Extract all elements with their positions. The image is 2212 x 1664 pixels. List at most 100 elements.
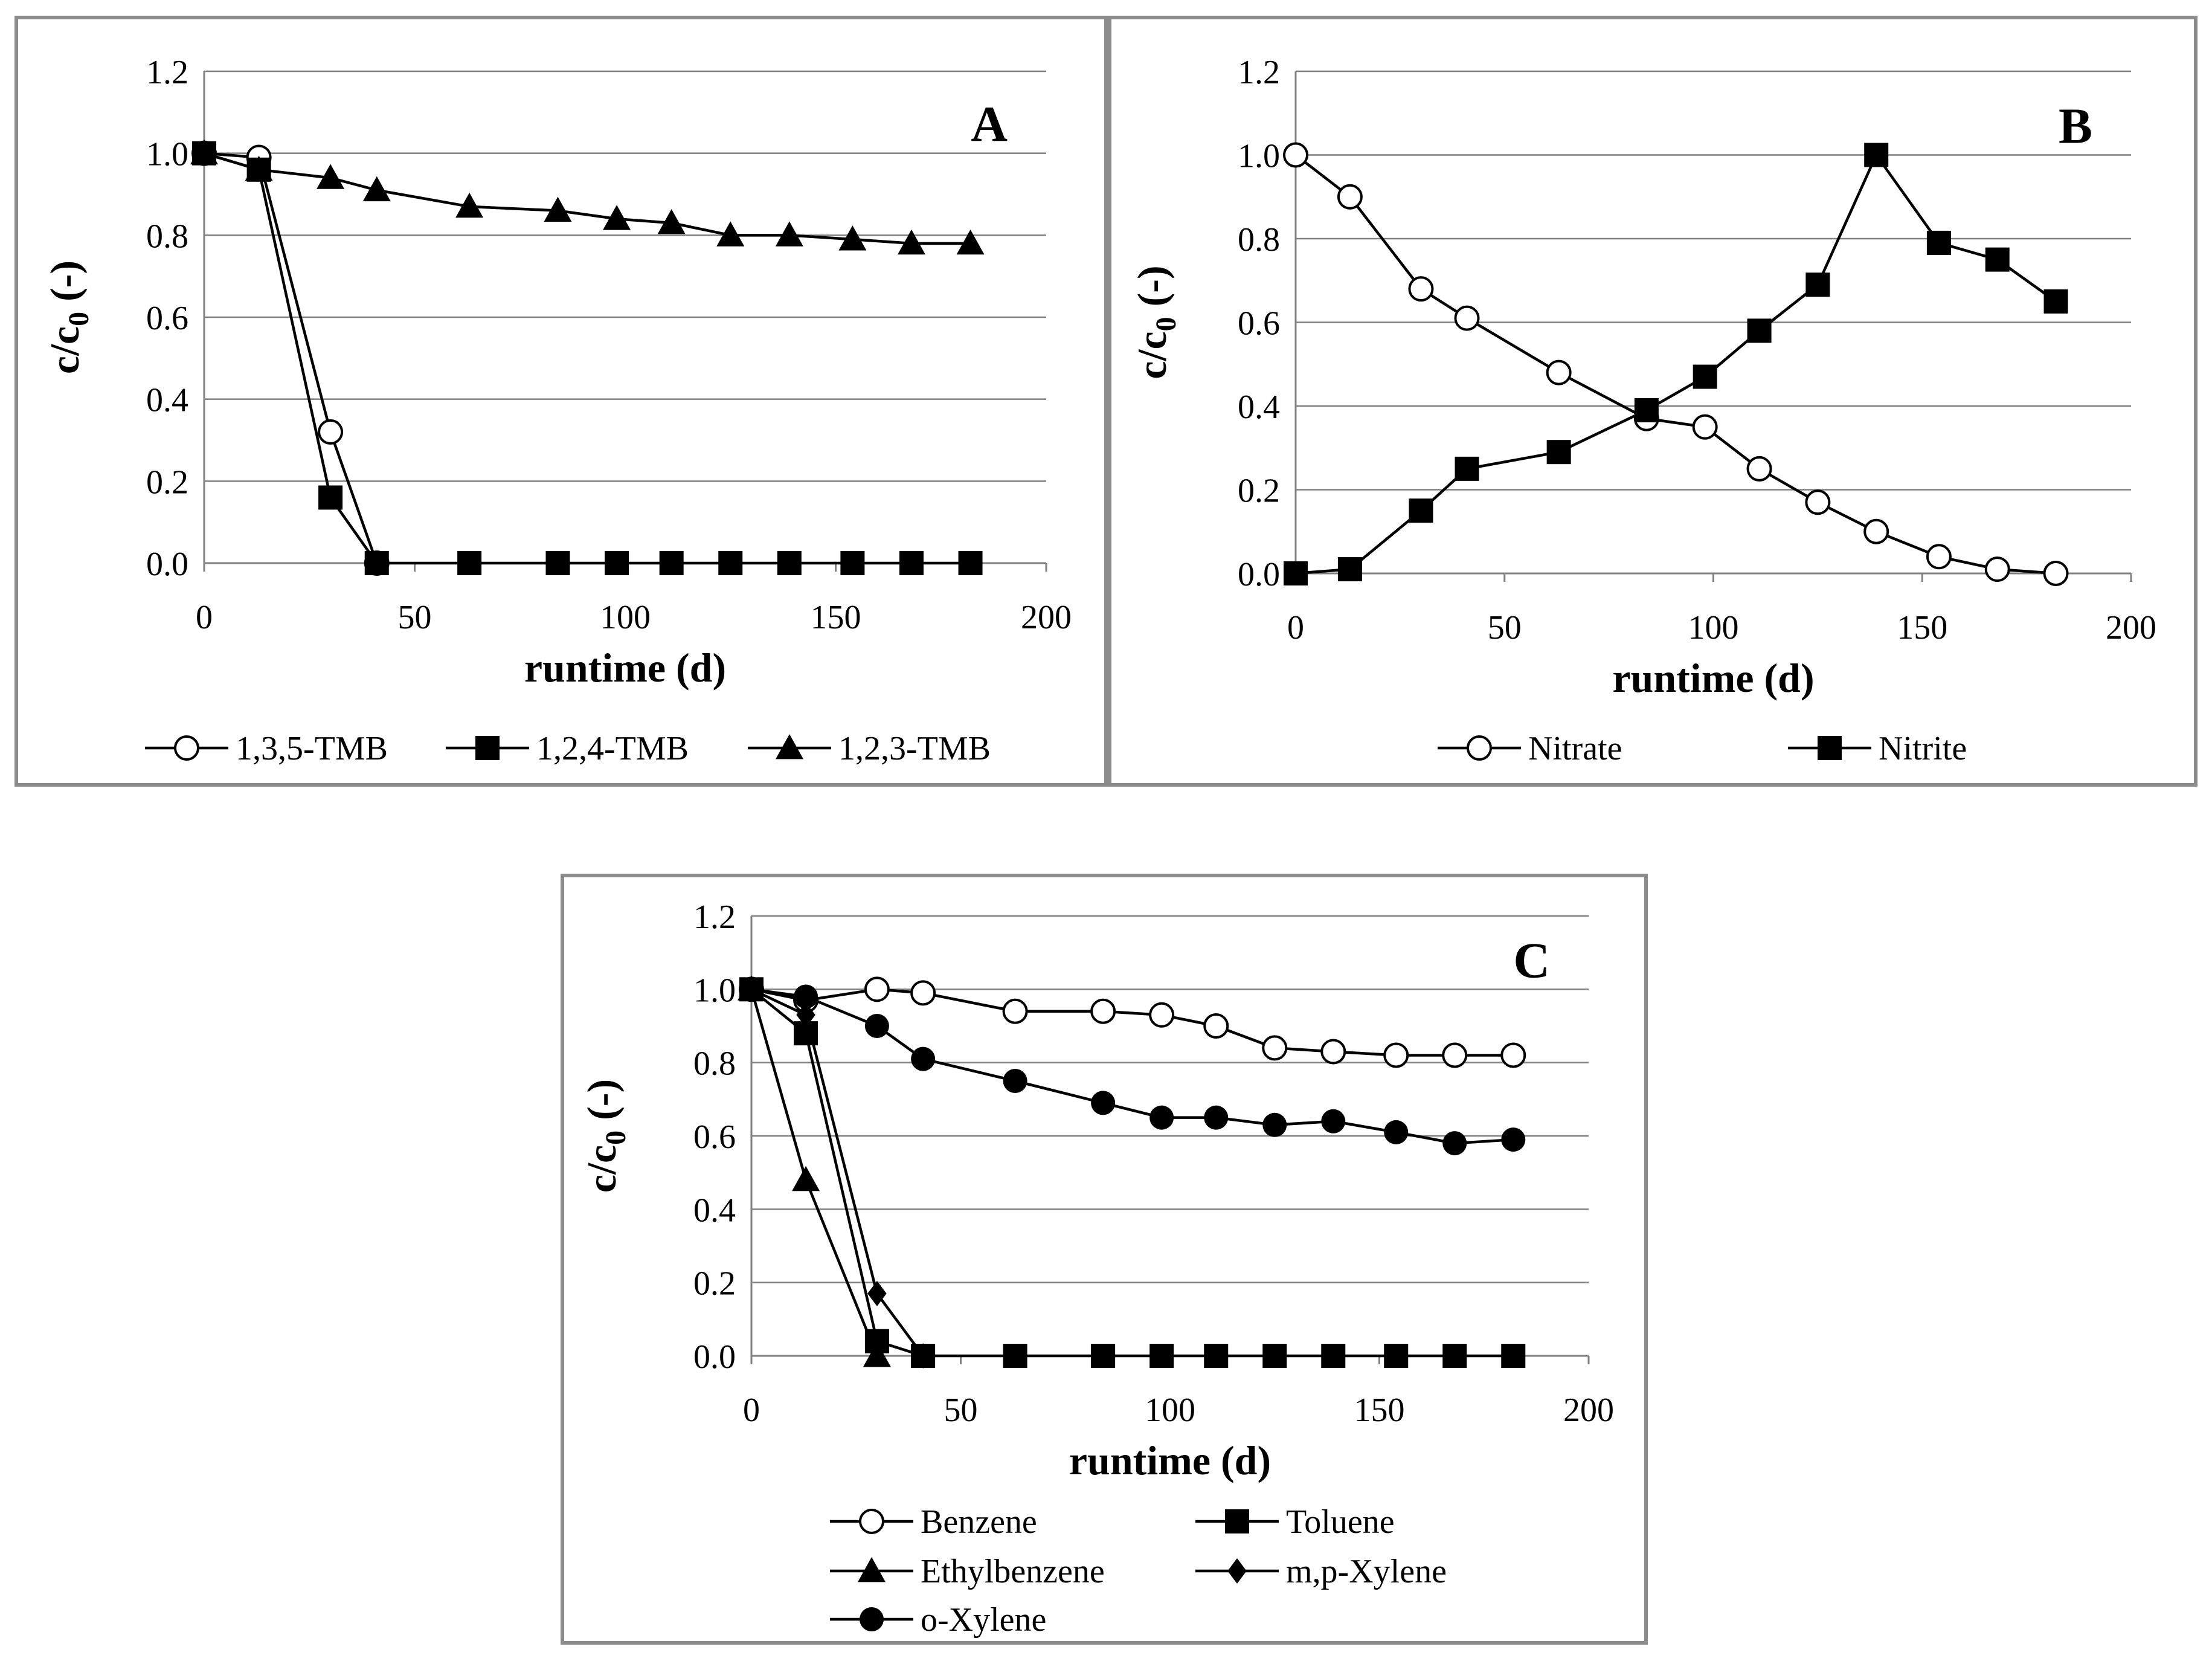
data-point [897,229,925,255]
data-point [1926,230,1951,255]
data-point [867,1280,887,1306]
legend-label: 1,3,5-TMB [236,730,388,767]
data-point [777,551,802,575]
y-tick-label: 1.0 [146,136,188,173]
data-point [840,551,865,575]
y-tick-label: 0.6 [693,1118,736,1156]
data-point [1321,1109,1346,1134]
data-point [1321,1344,1346,1368]
data-point [1442,1131,1467,1156]
y-tick-label: 1.2 [146,54,188,91]
data-point [1320,1039,1346,1065]
y-axis-title-unit: (-) [42,260,88,312]
data-point [1204,1105,1229,1130]
y-tick-label: 0.4 [693,1192,736,1229]
data-point [1442,1344,1467,1368]
x-axis-title: runtime (d) [524,645,726,691]
x-tick-label: 0 [196,599,213,636]
y-tick-label: 1.0 [1238,138,1280,175]
y-tick-label: 0.2 [1238,472,1280,510]
series-1-2-4-tmb [192,141,983,575]
data-point [1003,1069,1027,1093]
data-point [245,155,273,181]
chart-panel-a: 0.0 0.2 0.4 0.6 0.8 1.0 1.2 0 50 100 150 200 runtime… [14,16,1108,787]
data-point [362,176,391,202]
x-tick-label: 0 [1287,609,1304,647]
data-point [1746,456,1772,482]
data-point [739,977,764,1002]
data-point [659,551,684,575]
data-point [1384,1120,1409,1144]
data-point [1501,1344,1526,1368]
legend-label: Ethylbenzene [921,1553,1105,1590]
data-point [910,980,936,1006]
y-tick-label: 0.4 [146,382,188,419]
x-tick-label: 150 [1897,609,1947,647]
y-tick-label: 0.4 [1238,389,1280,426]
data-point [1408,276,1434,302]
x-axis-title: runtime (d) [1069,1437,1271,1483]
y-tick-label: 0.8 [146,218,188,255]
data-point [1863,518,1889,544]
data-point [1337,184,1363,210]
data-point [864,1014,889,1038]
series-nitrate [1283,142,2069,586]
chart-svg: 0.0 0.2 0.4 0.6 0.8 1.0 1.2 0 50 100 150 200 runtime… [42,54,1072,767]
data-point [1203,1013,1229,1039]
y-axis-title-subscript: 0 [1150,317,1182,331]
y-tick-label: 0.2 [146,463,188,501]
y-tick-label: 0.8 [1238,221,1280,259]
data-point [716,221,745,247]
open-circle-marker [859,1509,884,1534]
data-point [1501,1127,1526,1152]
legend-label: Toluene [1286,1503,1395,1541]
x-tick-label: 0 [743,1392,760,1429]
y-axis-title-main: c/c [579,1145,625,1193]
series-line [751,988,924,1357]
data-point [1003,1344,1027,1368]
series-nitrite [1284,143,2068,585]
data-point [1384,1344,1409,1368]
data-point [605,551,629,575]
x-tick-label: 150 [811,599,861,636]
legend-label: Nitrite [1879,730,1967,767]
open-circle-marker [174,735,199,761]
diamond-marker [1227,1558,1247,1584]
legend: 1,3,5-TMB 1,2,4-TMB 1,2,3-TMB [145,730,991,767]
y-tick-label: 1.2 [693,898,736,936]
data-point [1442,1042,1468,1068]
y-axis-title-subscript: 0 [63,312,95,326]
data-point [718,551,743,575]
y-axis-title-unit: (-) [1129,265,1175,317]
panel-label: B [2059,98,2092,155]
data-point [318,485,343,510]
data-point [1262,1112,1287,1137]
data-point [1149,1105,1174,1130]
data-point [1090,998,1116,1024]
data-point [1546,440,1571,465]
data-point [899,551,924,575]
legend-label: 1,2,4-TMB [536,730,689,767]
data-point [794,984,818,1009]
data-point [1383,1042,1409,1068]
data-point [1454,305,1480,331]
y-tick-label: 0.6 [1238,305,1280,343]
data-point [544,196,572,222]
data-point [911,1046,936,1071]
y-tick-label: 0.0 [1238,556,1280,593]
data-point [1984,556,2010,582]
data-point [1805,489,1831,515]
data-point [1747,318,1772,343]
y-tick-label: 0.0 [146,546,188,583]
filled-circle-marker [860,1607,884,1631]
data-point [364,551,389,575]
data-point [1091,1091,1116,1115]
series-1-2-3-tmb [190,139,985,255]
series-line [204,152,971,245]
data-point [545,551,570,575]
chart-panel-c: 0.0 0.2 0.4 0.6 0.8 1.0 1.2 0 50 100 150 200 runtime… [561,874,1648,1645]
y-axis-title-subscript: 0 [600,1130,632,1145]
data-point [958,551,983,575]
series-o-xylene [739,977,1526,1156]
x-tick-label: 50 [1488,609,1522,647]
